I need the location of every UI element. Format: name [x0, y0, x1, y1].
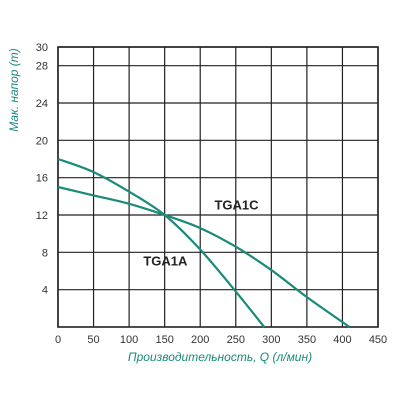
series-line-tga1a: [57, 157, 266, 328]
series-label-tga1a: TGA1A: [143, 253, 188, 268]
series-line-tga1c: [57, 185, 351, 328]
x-tick-label: 400: [333, 334, 351, 346]
y-tick-label: 30: [36, 42, 48, 54]
x-tick-label: 150: [155, 334, 173, 346]
y-tick-label: 12: [36, 210, 48, 222]
series-labels: TGA1A TGA1C: [143, 197, 259, 268]
y-tick-label: 24: [36, 98, 48, 110]
y-tick-label: 28: [36, 61, 48, 73]
y-axis-title: Мак. напор (m): [7, 48, 21, 132]
x-tick-label: 100: [120, 334, 138, 346]
curves: [57, 157, 351, 328]
x-tick-label: 350: [298, 334, 316, 346]
series-label-tga1c: TGA1C: [214, 197, 259, 212]
y-tick-label: 8: [42, 247, 48, 259]
x-tick-label: 200: [191, 334, 209, 346]
x-tick-label: 450: [369, 334, 387, 346]
x-tick-label: 50: [87, 334, 99, 346]
x-tick-label: 0: [55, 334, 61, 346]
y-tick-label: 20: [36, 135, 48, 147]
grid: [57, 46, 379, 328]
y-tick-label: 16: [36, 173, 48, 185]
x-axis-title: Производительность, Q (л/мин): [128, 350, 312, 364]
plot-frame: [57, 46, 379, 328]
x-tick-label: 250: [227, 334, 245, 346]
tick-labels: 0 50 100 150 200 250 300 350 400 450 4 8 12 16 20 24 28 3…: [36, 42, 387, 346]
x-tick-label: 300: [262, 334, 280, 346]
y-tick-label: 4: [42, 285, 48, 297]
